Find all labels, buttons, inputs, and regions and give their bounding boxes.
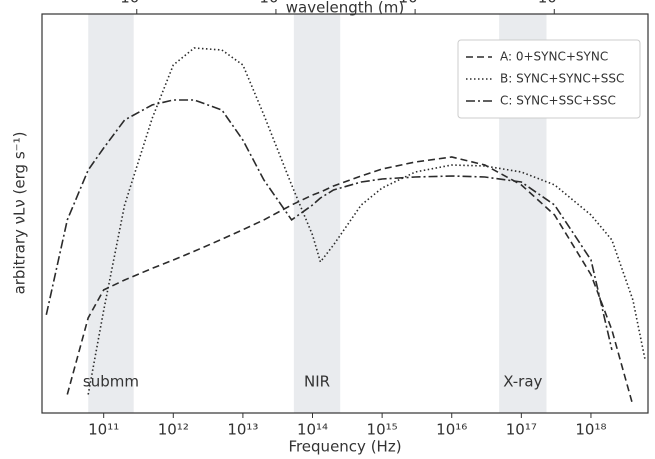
plot-frame xyxy=(41,13,649,414)
legend-label: B: SYNC+SYNC+SSC xyxy=(500,72,624,86)
x-tick-label: 10¹⁷ xyxy=(506,421,537,439)
x-tick-label: 10¹¹ xyxy=(88,421,119,439)
band-label: submm xyxy=(83,373,139,391)
x-tick-label: 10¹⁶ xyxy=(436,421,467,439)
x2-tick-label: 10⁻⁵ xyxy=(259,0,292,7)
x-axis-label: Frequency (Hz) xyxy=(288,438,401,456)
legend-box xyxy=(457,39,641,119)
legend-label: C: SYNC+SSC+SSC xyxy=(500,94,616,108)
series-line xyxy=(45,99,613,351)
lines xyxy=(45,47,646,406)
x-tick-label: 10¹⁴ xyxy=(297,421,328,439)
series-line xyxy=(66,156,634,406)
legend: A: 0+SYNC+SYNC B: SYNC+SYNC+SSC C: SYNC+SS… xyxy=(457,39,641,119)
band xyxy=(88,14,134,413)
bands: submm NIR X-ray xyxy=(83,14,547,413)
x-tick-label: 10¹⁵ xyxy=(367,421,398,439)
x-tick-label: 10¹⁸ xyxy=(575,421,606,439)
band xyxy=(293,14,341,413)
legend-label: A: 0+SYNC+SYNC xyxy=(500,50,608,64)
band-label: NIR xyxy=(304,373,330,391)
x2-tick-label: 10⁻⁷ xyxy=(399,0,432,7)
x-tick-label: 10¹³ xyxy=(227,421,258,439)
band-label: X-ray xyxy=(503,373,542,391)
series-line xyxy=(87,47,646,395)
y-axis-label: arbitrary νLν (erg s⁻¹) xyxy=(11,132,29,295)
axes: 10¹¹ 10¹² 10¹³ 10¹⁴ 10¹⁵ 10¹⁶ 10¹⁷ 10¹⁸ 10⁻³ 10⁻⁵… xyxy=(88,0,606,439)
x-tick-label: 10¹² xyxy=(158,421,189,439)
x2-tick-label: 10⁻³ xyxy=(120,0,153,7)
x2-axis-label: wavelength (m) xyxy=(286,0,404,17)
x2-tick-label: 10⁻⁹ xyxy=(538,0,571,7)
